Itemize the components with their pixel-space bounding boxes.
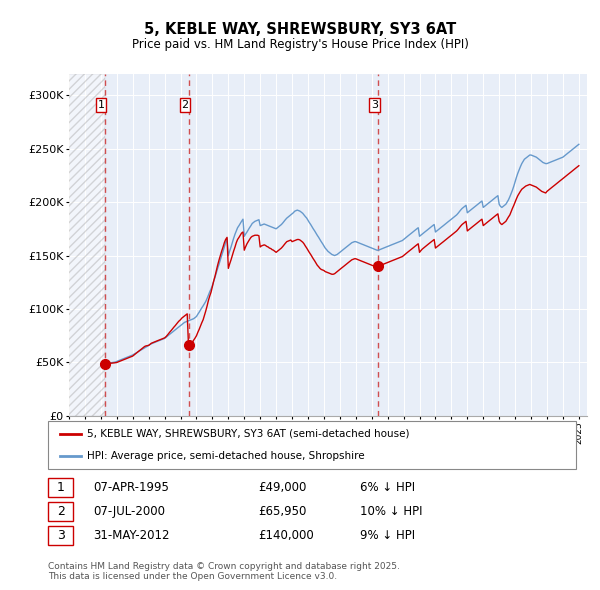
Text: £140,000: £140,000 <box>258 529 314 542</box>
Text: 07-APR-1995: 07-APR-1995 <box>93 481 169 494</box>
Text: 5, KEBLE WAY, SHREWSBURY, SY3 6AT: 5, KEBLE WAY, SHREWSBURY, SY3 6AT <box>144 22 456 37</box>
Text: £65,950: £65,950 <box>258 505 307 518</box>
HPI: Average price, semi-detached house, Shropshire: (2e+03, 4.7e+04): Average price, semi-detached house, Shro… <box>97 362 104 369</box>
Text: 3: 3 <box>56 529 65 542</box>
Bar <box>69 74 105 416</box>
Text: 1: 1 <box>56 481 65 494</box>
Text: Contains HM Land Registry data © Crown copyright and database right 2025.
This d: Contains HM Land Registry data © Crown c… <box>48 562 400 581</box>
5, KEBLE WAY, SHREWSBURY, SY3 6AT (semi-detached house) <box>396 254 403 261</box>
Text: 07-JUL-2000: 07-JUL-2000 <box>93 505 165 518</box>
Text: 2: 2 <box>56 505 65 518</box>
Text: Price paid vs. HM Land Registry's House Price Index (HPI): Price paid vs. HM Land Registry's House … <box>131 38 469 51</box>
HPI: Average price, semi-detached house, Shropshire: (2.02e+03, 2.54e+05): Average price, semi-detached house, Shro… <box>575 141 583 148</box>
5, KEBLE WAY, SHREWSBURY, SY3 6AT (semi-detached house) <box>385 258 392 266</box>
HPI: Average price, semi-detached house, Shropshire: (2.01e+03, 1.63e+05): Average price, semi-detached house, Shro… <box>396 238 403 245</box>
Text: 10% ↓ HPI: 10% ↓ HPI <box>360 505 422 518</box>
Text: 31-MAY-2012: 31-MAY-2012 <box>93 529 170 542</box>
5, KEBLE WAY, SHREWSBURY, SY3 6AT (semi-detached house) <box>186 341 193 348</box>
5, KEBLE WAY, SHREWSBURY, SY3 6AT (semi-detached house) <box>575 162 583 169</box>
Text: 9% ↓ HPI: 9% ↓ HPI <box>360 529 415 542</box>
HPI: Average price, semi-detached house, Shropshire: (2.01e+03, 1.59e+05): Average price, semi-detached house, Shro… <box>385 242 392 250</box>
HPI: Average price, semi-detached house, Shropshire: (2.02e+03, 2.33e+05): Average price, semi-detached house, Shro… <box>517 163 524 171</box>
Text: HPI: Average price, semi-detached house, Shropshire: HPI: Average price, semi-detached house,… <box>87 451 365 461</box>
HPI: Average price, semi-detached house, Shropshire: (2.01e+03, 1.56e+05): Average price, semi-detached house, Shro… <box>370 245 377 252</box>
HPI: Average price, semi-detached house, Shropshire: (2e+03, 8.95e+04): Average price, semi-detached house, Shro… <box>186 317 193 324</box>
5, KEBLE WAY, SHREWSBURY, SY3 6AT (semi-detached house) <box>97 360 104 367</box>
Text: 3: 3 <box>371 100 378 110</box>
HPI: Average price, semi-detached house, Shropshire: (2e+03, 5.02e+04): Average price, semi-detached house, Shro… <box>110 359 118 366</box>
Text: £49,000: £49,000 <box>258 481 307 494</box>
Text: 6% ↓ HPI: 6% ↓ HPI <box>360 481 415 494</box>
5, KEBLE WAY, SHREWSBURY, SY3 6AT (semi-detached house) <box>370 262 377 269</box>
5, KEBLE WAY, SHREWSBURY, SY3 6AT (semi-detached house) <box>110 359 118 366</box>
Line: HPI: Average price, semi-detached house, Shropshire: HPI: Average price, semi-detached house,… <box>101 145 579 366</box>
5, KEBLE WAY, SHREWSBURY, SY3 6AT (semi-detached house) <box>517 188 524 195</box>
Text: 5, KEBLE WAY, SHREWSBURY, SY3 6AT (semi-detached house): 5, KEBLE WAY, SHREWSBURY, SY3 6AT (semi-… <box>87 429 409 439</box>
Text: 1: 1 <box>98 100 104 110</box>
Text: 2: 2 <box>181 100 188 110</box>
Line: 5, KEBLE WAY, SHREWSBURY, SY3 6AT (semi-detached house): 5, KEBLE WAY, SHREWSBURY, SY3 6AT (semi-… <box>101 166 579 363</box>
